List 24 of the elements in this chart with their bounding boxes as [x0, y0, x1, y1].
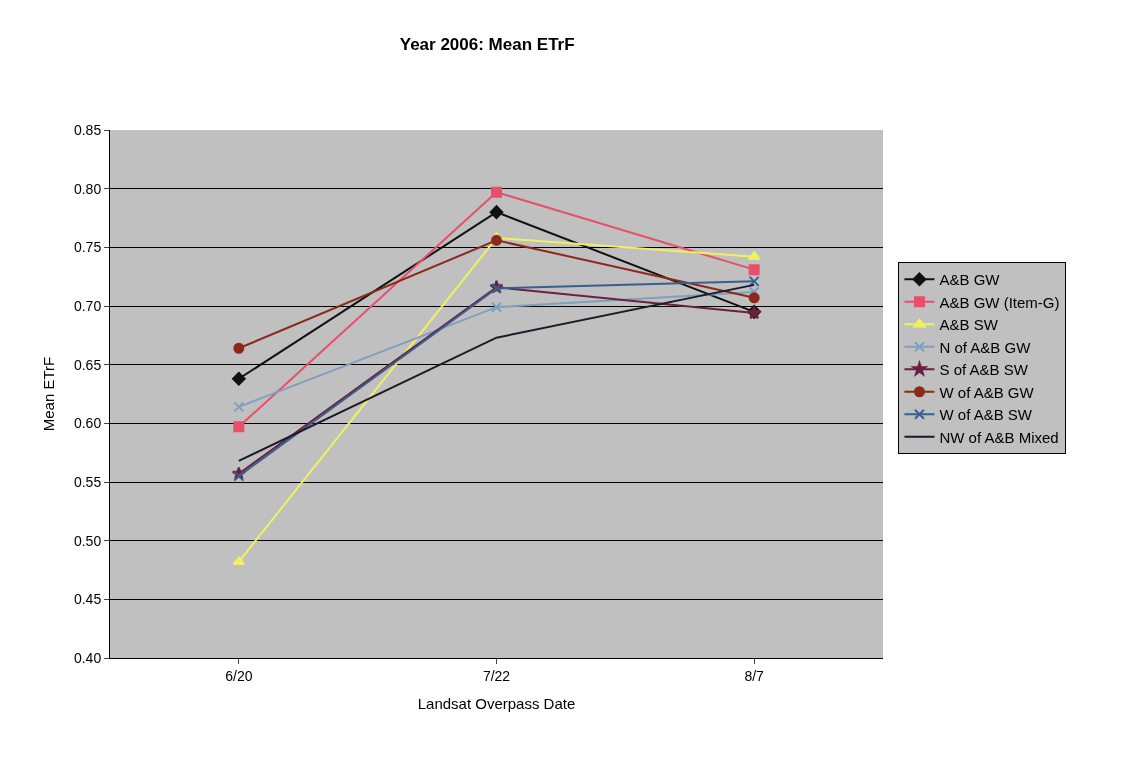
legend-label: A&B GW [939, 271, 1001, 289]
x-tick-label: 6/20 [225, 667, 253, 684]
chart-title: Year 2006: Mean ETrF [399, 35, 575, 55]
legend-label: W of A&B SW [939, 406, 1033, 424]
legend-label: W of A&B GW [939, 383, 1035, 401]
legend-label: S of A&B SW [939, 361, 1029, 379]
legend-label: A&B GW (Item-G) [939, 293, 1060, 311]
y-tick-label: 0.85 [73, 121, 102, 138]
y-tick-label: 0.75 [73, 239, 102, 256]
legend-label: NW of A&B Mixed [939, 428, 1059, 446]
legend-label: A&B SW [939, 316, 999, 334]
legend-label: N of A&B GW [939, 338, 1032, 356]
x-axis-title: Landsat Overpass Date [417, 694, 576, 712]
y-tick-label: 0.80 [73, 180, 102, 197]
x-tick-label: 8/7 [744, 667, 765, 684]
x-tick-label: 7/22 [482, 667, 511, 684]
y-tick-label: 0.60 [73, 415, 102, 432]
y-tick-label: 0.50 [73, 532, 102, 549]
y-tick-label: 0.55 [73, 473, 102, 490]
y-tick-label: 0.40 [73, 649, 102, 666]
y-tick-label: 0.45 [73, 591, 102, 608]
y-tick-label: 0.65 [73, 356, 102, 373]
y-tick-label: 0.70 [73, 297, 102, 314]
y-axis-title: Mean ETrF [40, 356, 58, 432]
